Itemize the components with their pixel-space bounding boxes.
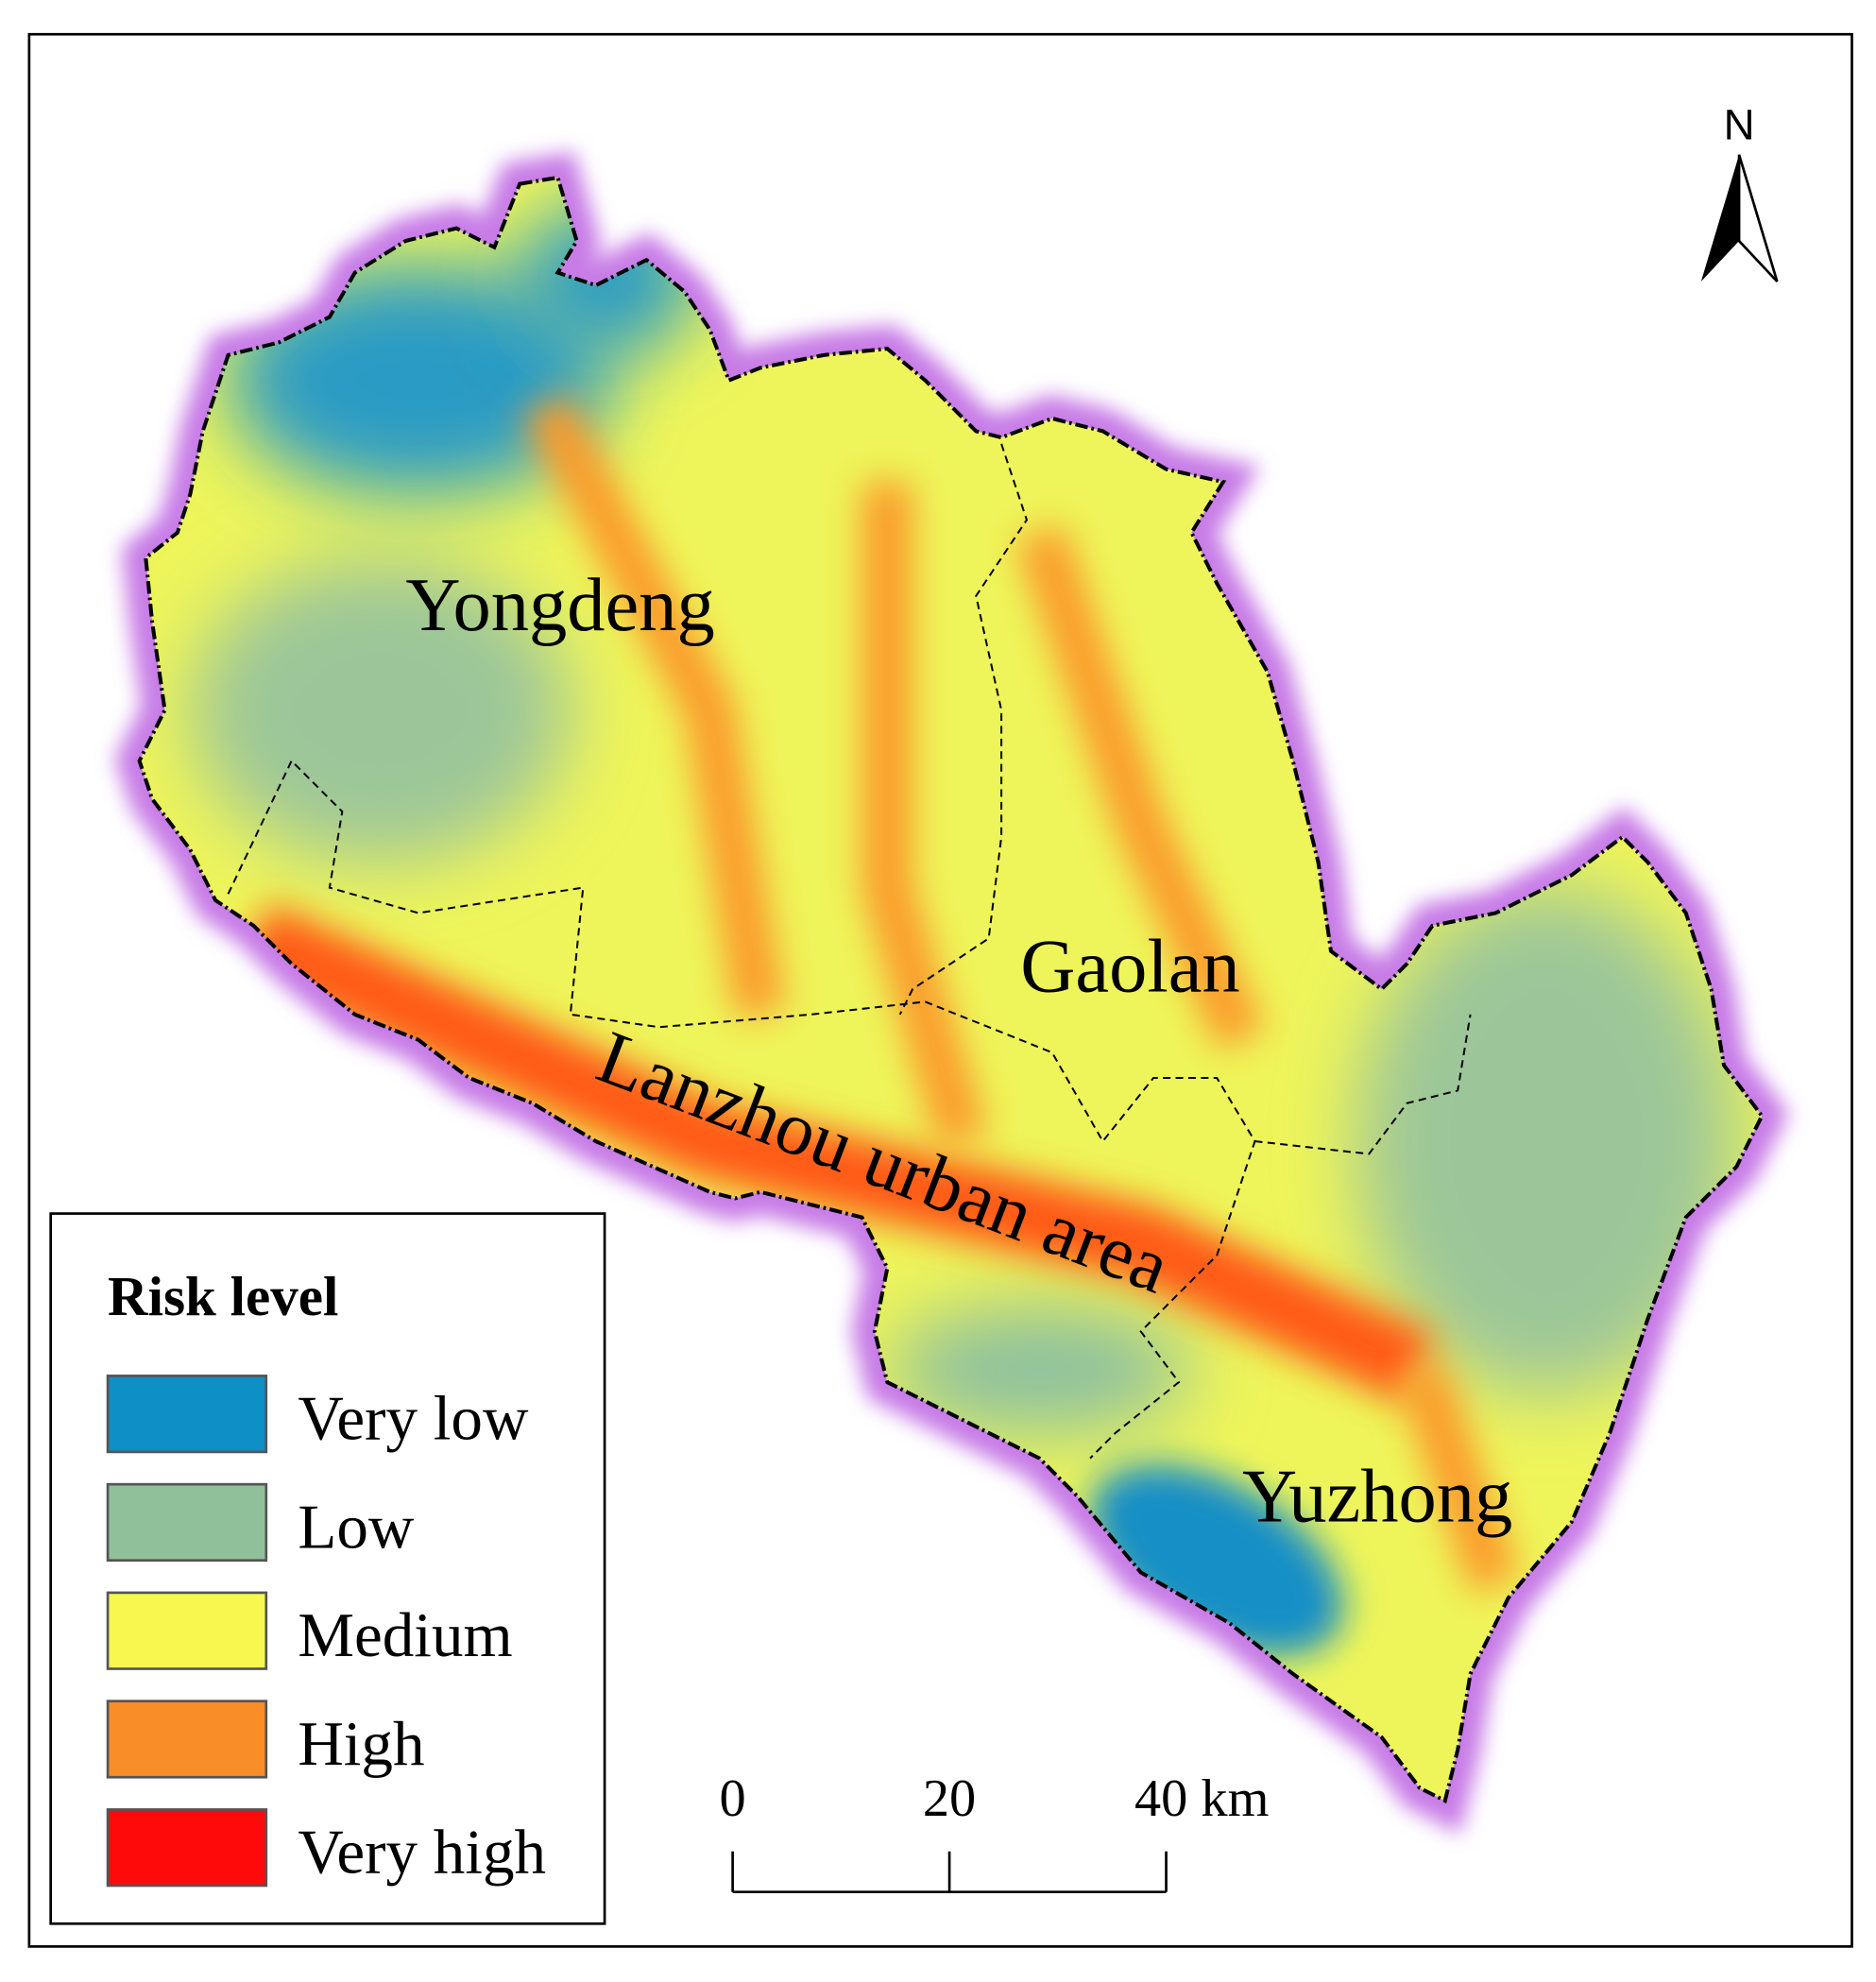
region-label: Yuzhong [1242, 1455, 1512, 1539]
legend-items: Very low Low Medium High Very high [106, 1375, 546, 1888]
legend-label: Very low [298, 1382, 529, 1453]
legend-swatch [106, 1700, 268, 1779]
region-label: Yongdeng [405, 563, 714, 647]
scale-label: 40 km [1134, 1769, 1269, 1828]
scale-label: 0 [720, 1769, 746, 1828]
north-label: N [1724, 101, 1755, 149]
legend-swatch [106, 1482, 268, 1563]
scale-bar: 0 20 40 km [720, 1769, 1269, 1894]
legend-title: Risk level [108, 1265, 338, 1327]
region-label: Gaolan [1020, 925, 1239, 1009]
district-boundary [227, 443, 1472, 1460]
scale-label: 20 [923, 1769, 976, 1828]
north-arrow [1700, 154, 1740, 282]
legend [49, 1212, 606, 1925]
legend-label: Low [298, 1491, 415, 1562]
legend-swatch [106, 1591, 268, 1670]
legend-label: High [298, 1708, 424, 1779]
north-arrow [1737, 154, 1779, 282]
legend-label: Medium [298, 1599, 512, 1670]
legend-swatch [106, 1375, 268, 1454]
legend-swatch [106, 1808, 268, 1888]
legend-label: Very high [298, 1817, 546, 1888]
